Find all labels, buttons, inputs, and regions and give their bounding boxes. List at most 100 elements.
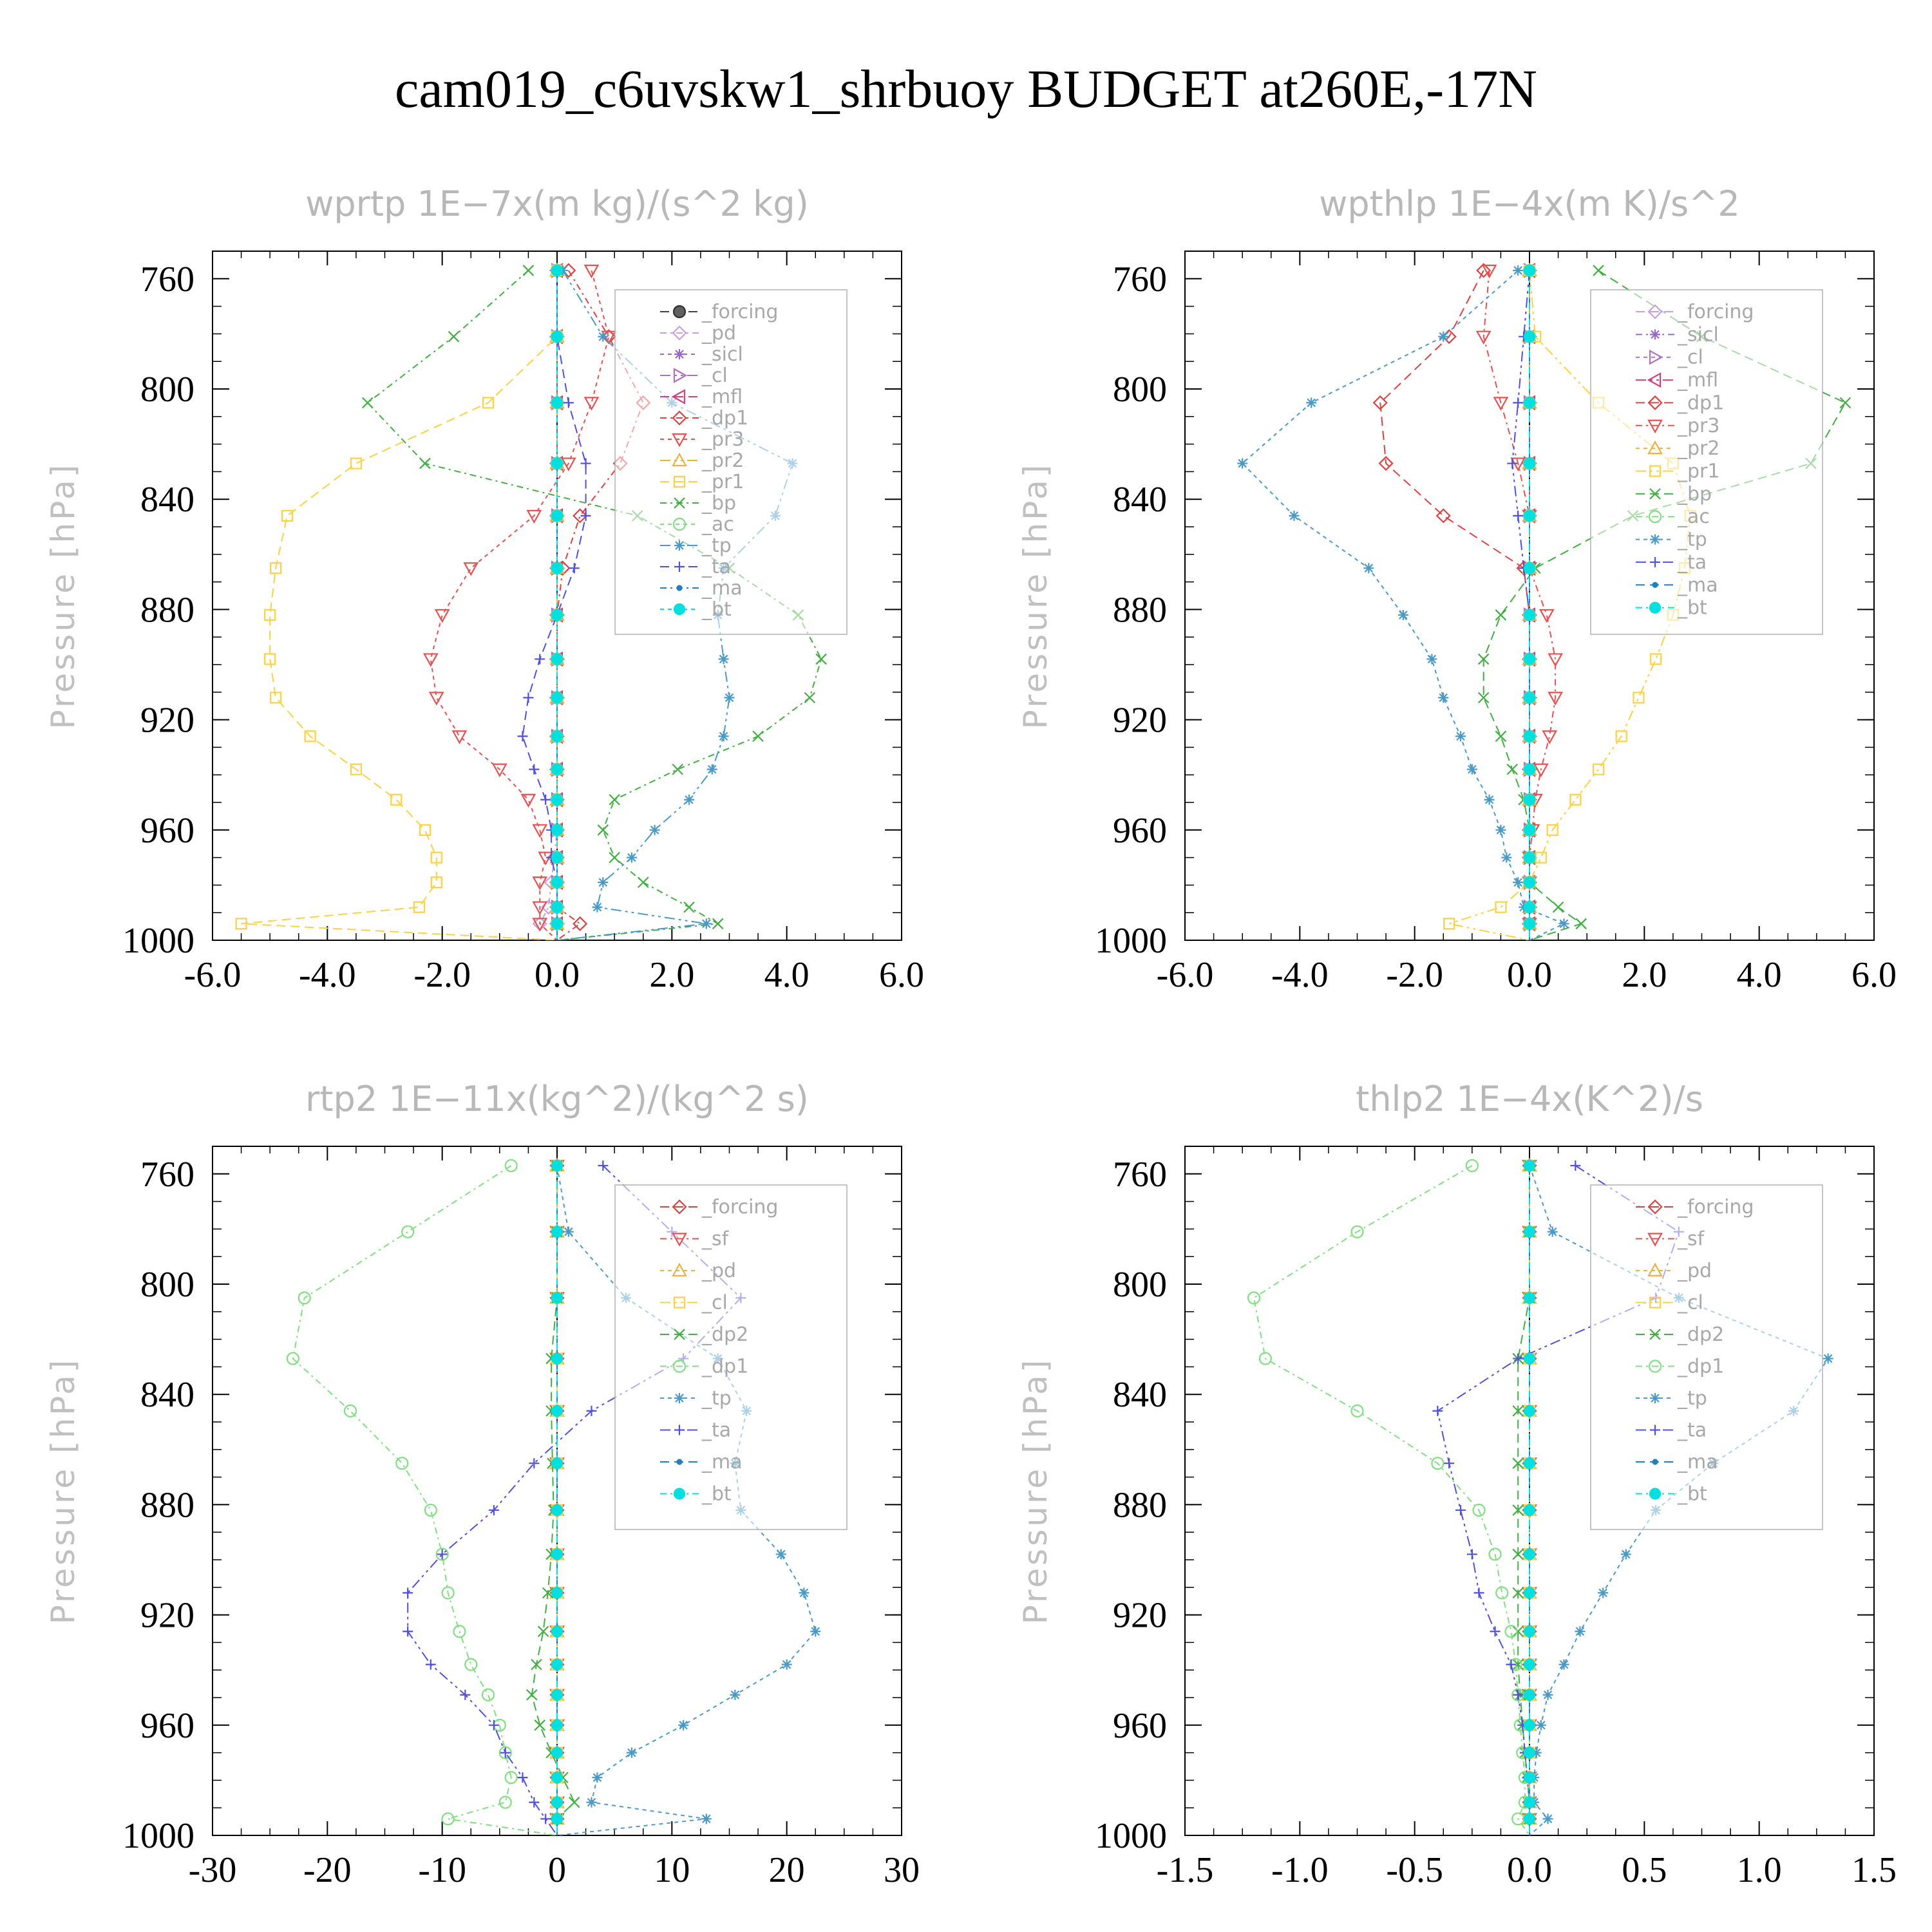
- data-point: [402, 1626, 413, 1637]
- series-dp2: [1512, 1160, 1535, 1835]
- series-line: [292, 1165, 558, 1835]
- data-point: [491, 763, 507, 777]
- legend-entry: _forcing: [660, 301, 778, 323]
- y-tick-label: 1000: [1095, 1816, 1167, 1856]
- data-point: [701, 1814, 712, 1824]
- legend-entry: _tp: [1636, 529, 1707, 551]
- data-point: [583, 397, 600, 411]
- data-point: [598, 331, 609, 342]
- data-point: [1523, 1548, 1536, 1560]
- legend-label: _bp: [1677, 483, 1712, 506]
- data-point: [1575, 1626, 1586, 1637]
- legend-entry: _forcing: [660, 1196, 778, 1218]
- data-point: [453, 1625, 466, 1638]
- data-point: [517, 1772, 528, 1783]
- data-point: [1839, 397, 1852, 409]
- legend-entry: _pr2: [1636, 437, 1719, 460]
- legend-marker: [676, 585, 683, 591]
- legend-label: _ta: [1677, 1419, 1707, 1442]
- x-tick-label: -0.5: [1386, 1850, 1443, 1890]
- data-point: [1558, 1659, 1569, 1670]
- data-point: [684, 794, 695, 805]
- data-point: [551, 1719, 564, 1731]
- legend-marker: [673, 368, 688, 383]
- legend-marker: [1647, 372, 1662, 388]
- data-point: [1443, 918, 1455, 930]
- legend-marker: [1652, 582, 1658, 588]
- data-point: [500, 1747, 511, 1758]
- legend-marker: [1647, 1262, 1663, 1277]
- legend-entry: _mfl: [1636, 369, 1718, 392]
- data-point: [529, 1458, 540, 1469]
- series-line: [366, 270, 822, 940]
- x-tick-label: 2.0: [1622, 955, 1667, 995]
- legend-marker: [676, 1459, 683, 1465]
- y-tick-label: 840: [1113, 1375, 1167, 1415]
- legend-marker: [674, 1329, 685, 1340]
- data-point: [1372, 395, 1388, 410]
- legend-marker: [1649, 601, 1662, 614]
- data-point: [526, 509, 542, 524]
- data-point: [1523, 692, 1536, 704]
- data-point: [451, 730, 468, 744]
- data-point: [395, 1457, 409, 1470]
- data-point: [540, 1814, 551, 1824]
- data-point: [522, 265, 535, 276]
- legend-label: _dp2: [701, 1323, 748, 1346]
- legend-entry: _ta: [1636, 551, 1707, 574]
- legend-marker: [674, 1393, 685, 1403]
- legend-marker: [1649, 1329, 1661, 1340]
- x-tick-label: -2.0: [1386, 955, 1443, 995]
- y-tick-label: 760: [140, 1155, 194, 1195]
- data-point: [573, 508, 588, 524]
- data-point: [1455, 731, 1466, 742]
- legend-marker: [1647, 1199, 1663, 1215]
- data-point: [1438, 331, 1449, 342]
- data-point: [1542, 1814, 1553, 1824]
- data-point: [1513, 877, 1524, 888]
- legend-entry: _sicl: [1636, 323, 1719, 346]
- data-point: [1513, 1689, 1524, 1700]
- legend-label: _ta: [1677, 551, 1707, 574]
- legend-marker: [672, 305, 687, 319]
- data-point: [1432, 1405, 1443, 1416]
- series-group: [1237, 262, 1852, 940]
- data-point: [626, 1747, 637, 1758]
- data-point: [1523, 763, 1536, 775]
- legend-marker: [672, 325, 687, 341]
- series-dp1: [1247, 1159, 1531, 1835]
- legend-box: [614, 289, 848, 635]
- legend-marker: [674, 1425, 685, 1435]
- data-point: [1823, 1353, 1833, 1364]
- series-bt: [1523, 1159, 1536, 1835]
- data-point: [1397, 609, 1408, 620]
- legend-entry: _sf: [660, 1228, 730, 1251]
- data-point: [526, 1689, 538, 1701]
- legend-entry: _sicl: [660, 343, 743, 366]
- data-point: [672, 763, 684, 775]
- data-point: [568, 1796, 580, 1808]
- data-point: [448, 330, 460, 343]
- data-point: [1512, 1658, 1524, 1671]
- data-point: [264, 653, 276, 665]
- data-point: [532, 901, 548, 915]
- legend-entry: _bt: [660, 1483, 732, 1506]
- y-tick-label: 920: [1113, 701, 1167, 741]
- data-point: [551, 509, 564, 522]
- data-point: [1633, 692, 1645, 704]
- legend-entry: _bp: [1636, 483, 1712, 506]
- x-tick-label: 6.0: [1852, 955, 1897, 995]
- data-point: [269, 692, 282, 704]
- legend-marker: [673, 603, 686, 616]
- legend-entry: _bt: [1636, 597, 1707, 620]
- y-tick-label: 800: [1113, 370, 1167, 410]
- x-tick-label: -30: [189, 1850, 237, 1890]
- data-point: [1477, 653, 1490, 665]
- y-tick-label: 880: [1113, 1485, 1167, 1525]
- data-point: [1523, 1719, 1536, 1731]
- page-title: cam019_c6uvskw1_shrbuoy BUDGET at260E,-1…: [395, 59, 1537, 119]
- legend-marker: [674, 540, 685, 551]
- data-point: [586, 1405, 597, 1416]
- data-point: [481, 1688, 495, 1701]
- data-point: [1539, 609, 1555, 623]
